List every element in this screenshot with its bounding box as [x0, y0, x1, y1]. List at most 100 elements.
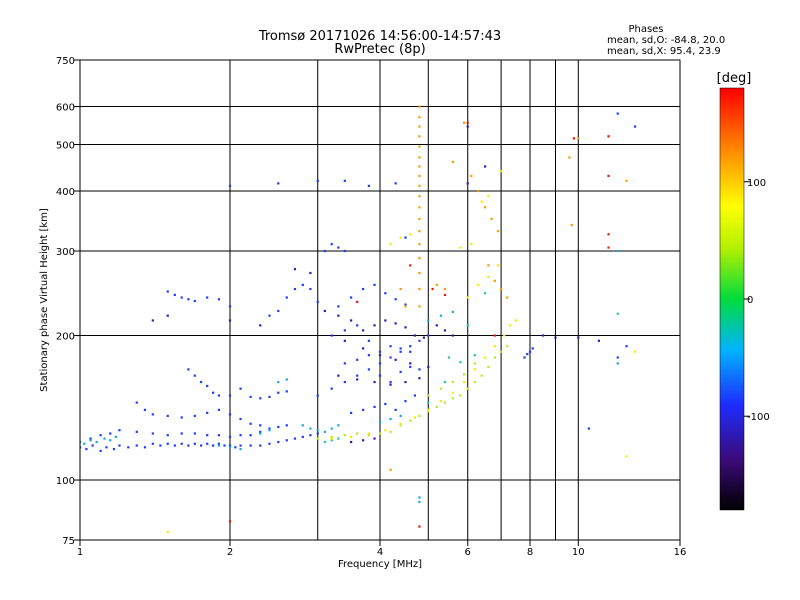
data-point — [389, 380, 392, 384]
data-point — [350, 435, 353, 438]
data-point — [212, 391, 215, 394]
data-point — [435, 324, 438, 327]
data-point — [378, 362, 382, 365]
data-point — [435, 283, 438, 286]
data-point — [554, 336, 557, 339]
x-tick-label: 16 — [674, 547, 687, 558]
data-point — [330, 437, 333, 440]
data-point — [277, 425, 280, 429]
data-point — [418, 135, 421, 138]
data-point — [228, 413, 232, 416]
data-point — [239, 444, 242, 447]
data-point — [343, 329, 346, 332]
data-point — [422, 336, 426, 339]
data-point — [127, 446, 130, 449]
y-tick-label: 300 — [56, 247, 75, 258]
data-point — [239, 387, 242, 390]
data-point — [480, 374, 483, 377]
data-point — [330, 243, 333, 246]
data-point — [309, 427, 312, 430]
data-point — [268, 395, 271, 398]
data-point — [166, 442, 169, 445]
data-point — [451, 380, 454, 384]
data-point — [330, 387, 333, 390]
data-point — [200, 444, 203, 447]
data-point — [633, 350, 637, 353]
data-point — [109, 439, 112, 442]
data-point — [166, 530, 169, 533]
data-point — [418, 496, 421, 499]
data-point — [187, 368, 190, 371]
data-point — [451, 397, 454, 400]
data-point — [330, 435, 333, 438]
data-point — [473, 362, 476, 365]
data-point — [277, 182, 280, 185]
data-point — [212, 444, 215, 447]
data-point — [616, 112, 619, 115]
data-point — [409, 345, 412, 348]
data-point — [399, 287, 402, 291]
data-point — [459, 361, 462, 364]
data-point — [268, 427, 271, 430]
data-point — [323, 430, 326, 433]
data-point — [404, 400, 407, 403]
data-point — [187, 444, 190, 447]
x-tick-label: 10 — [572, 547, 585, 558]
data-point — [378, 350, 382, 353]
data-point — [135, 401, 138, 404]
data-point — [568, 156, 571, 159]
data-point — [404, 305, 407, 308]
data-point — [435, 405, 438, 409]
data-point — [316, 394, 319, 397]
data-point — [259, 430, 262, 433]
data-point — [193, 374, 196, 377]
data-point — [443, 287, 447, 291]
data-point — [378, 354, 382, 357]
data-point — [356, 432, 359, 435]
x-axis-ticks: 1 2 4 6 8 10 16 — [77, 540, 687, 558]
data-point — [109, 432, 112, 435]
data-point — [466, 182, 469, 185]
data-point — [500, 350, 503, 353]
data-point — [625, 345, 628, 348]
data-point — [249, 444, 252, 447]
x-tick-label: 6 — [465, 547, 471, 558]
data-point — [316, 300, 319, 304]
data-point — [301, 435, 304, 438]
data-point — [259, 397, 262, 400]
data-point — [587, 427, 590, 430]
data-point — [509, 324, 512, 327]
data-point — [343, 434, 346, 437]
data-point — [439, 314, 442, 317]
data-point — [114, 435, 117, 438]
y-axis-ticks: 75 100 200 300 400 500 600 750 — [56, 56, 80, 547]
data-point — [362, 287, 365, 291]
data-point — [399, 236, 402, 239]
data-point — [228, 435, 232, 438]
data-point — [80, 440, 82, 444]
data-point — [206, 296, 209, 299]
data-point — [217, 442, 220, 445]
data-point — [394, 358, 397, 361]
data-point — [259, 432, 262, 435]
data-point — [228, 305, 232, 308]
data-point — [180, 442, 183, 445]
data-point — [193, 414, 196, 418]
data-point — [337, 424, 340, 427]
data-point — [362, 329, 365, 332]
data-point — [99, 449, 102, 452]
x-tick-label: 8 — [527, 547, 533, 558]
data-point — [373, 437, 376, 440]
data-point — [607, 135, 610, 138]
data-point — [228, 446, 232, 449]
data-point — [389, 430, 392, 433]
data-point — [206, 442, 209, 445]
data-point — [487, 264, 490, 267]
x-axis-label: Frequency [MHz] — [338, 559, 422, 570]
data-point — [268, 314, 271, 317]
data-point — [572, 137, 576, 140]
x-tick-label: 2 — [227, 547, 233, 558]
data-point — [135, 444, 138, 447]
data-point — [309, 271, 312, 275]
